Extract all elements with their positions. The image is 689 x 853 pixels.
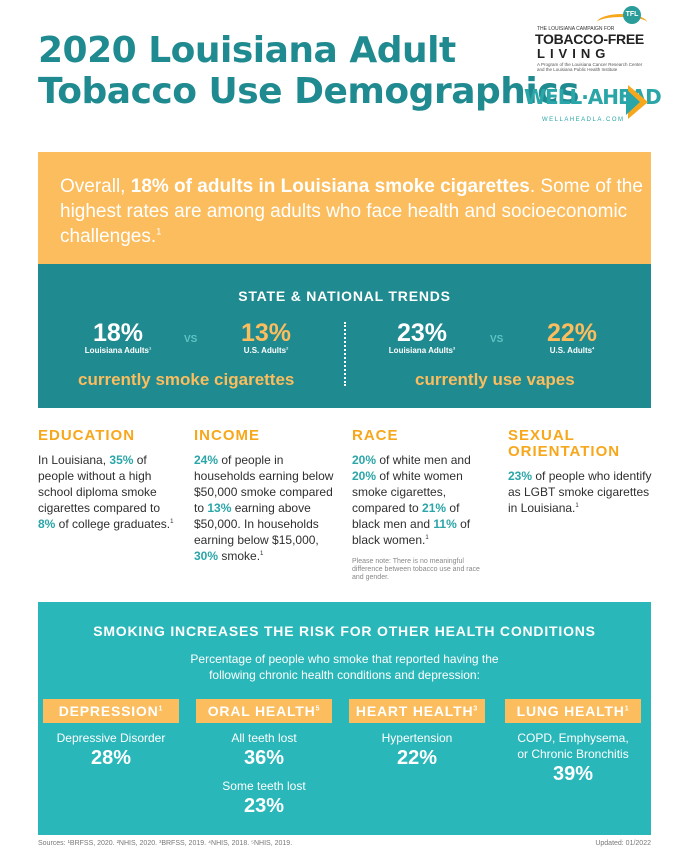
income-heading: INCOME: [194, 427, 260, 444]
tfl-main-text: TOBACCO-FREE: [535, 31, 644, 47]
heart-value: 22%: [396, 747, 438, 769]
conditions-subtitle: Percentage of people who smoke that repo…: [190, 652, 499, 682]
heart-label: Hypertension: [381, 731, 453, 745]
vape-caption: currently use vapes: [415, 370, 575, 389]
income-section: INCOME 24% of people in households earni…: [194, 428, 339, 564]
orientation-heading: SEXUAL ORIENTATION: [508, 427, 621, 460]
stat-la-vape: 23% Louisiana Adults3: [388, 319, 456, 355]
lung-value: 39%: [552, 763, 594, 785]
race-text: 20% of white men and 20% of white women …: [352, 453, 471, 547]
orientation-section: SEXUAL ORIENTATION 23% of people who iden…: [508, 428, 653, 516]
stat-us-vape: 22% U.S. Adults4: [546, 319, 598, 355]
updated-date: Updated: 01/2022: [595, 840, 651, 847]
smoke-caption: currently smoke cigarettes: [78, 370, 295, 389]
page-title: 2020 Louisiana Adult Tobacco Use Demogra…: [38, 30, 580, 112]
oral-health-heading: ORAL HEALTH5: [196, 699, 332, 723]
race-note: Please note: There is no meaningful diff…: [352, 558, 480, 581]
intro-text: Overall, 18% of adults in Louisiana smok…: [60, 176, 643, 247]
depression-heading: DEPRESSION1: [43, 699, 179, 723]
title-line-2: Tobacco Use Demographics: [38, 71, 580, 112]
lung-label: COPD, Emphysema, or Chronic Bronchitis: [517, 731, 629, 761]
oral-label-2: Some teeth lost: [222, 779, 306, 793]
education-section: EDUCATION In Louisiana, 35% of people wi…: [38, 428, 178, 532]
conditions-title: SMOKING INCREASES THE RISK FOR OTHER HEA…: [93, 623, 596, 639]
title-line-1: 2020 Louisiana Adult: [38, 30, 456, 71]
vs-label: VS: [184, 334, 198, 345]
oral-value-2: 23%: [243, 795, 285, 817]
conditions-panel: SMOKING INCREASES THE RISK FOR OTHER HEA…: [38, 602, 651, 835]
heart-health-heading: HEART HEALTH3: [349, 699, 485, 723]
orientation-text: 23% of people who identify as LGBT smoke…: [508, 469, 652, 515]
tobacco-free-living-logo: TFL THE LOUISIANA CAMPAIGN FOR TOBACCO-F…: [535, 6, 655, 76]
stat-us-smoke: 13% U.S. Adults2: [240, 319, 292, 355]
education-heading: EDUCATION: [38, 427, 136, 444]
tfl-top-text: THE LOUISIANA CAMPAIGN FOR: [537, 26, 615, 32]
lung-health-heading: LUNG HEALTH1: [505, 699, 641, 723]
arrow-inner-icon: [626, 89, 640, 115]
oral-label-1: All teeth lost: [231, 731, 297, 745]
intro-panel: Overall, 18% of adults in Louisiana smok…: [38, 152, 651, 264]
education-text: In Louisiana, 35% of people without a hi…: [38, 453, 174, 531]
well-ahead-url: WELLAHEADLA.COM: [542, 117, 625, 123]
stat-la-smoke: 18% Louisiana Adults1: [84, 319, 152, 355]
vs-label: VS: [490, 334, 504, 345]
swoosh-icon: [597, 14, 647, 31]
well-ahead-logo: WELL·AHEAD WELLAHEADLA.COM: [524, 85, 662, 130]
trends-panel: STATE & NATIONAL TRENDS 18% Louisiana Ad…: [38, 264, 651, 408]
tfl-living-text: LIVING: [537, 46, 611, 61]
race-heading: RACE: [352, 427, 399, 444]
income-text: 24% of people in households earning belo…: [194, 453, 334, 563]
intro-highlight: 18% of adults in Louisiana smoke cigaret…: [130, 176, 530, 197]
oral-value-1: 36%: [243, 747, 285, 769]
trends-title: STATE & NATIONAL TRENDS: [238, 288, 451, 304]
depression-value: 28%: [90, 747, 132, 769]
tfl-badge: TFL: [623, 6, 641, 24]
tfl-sub-text: A Program of the Louisiana Cancer Resear…: [537, 62, 643, 72]
depression-label: Depressive Disorder: [56, 731, 166, 745]
trends-divider: [344, 322, 346, 386]
sources-footnote: Sources: ¹BRFSS, 2020. ²NHIS, 2020. ³BRF…: [38, 840, 293, 847]
race-section: RACE 20% of white men and 20% of white w…: [352, 428, 487, 582]
